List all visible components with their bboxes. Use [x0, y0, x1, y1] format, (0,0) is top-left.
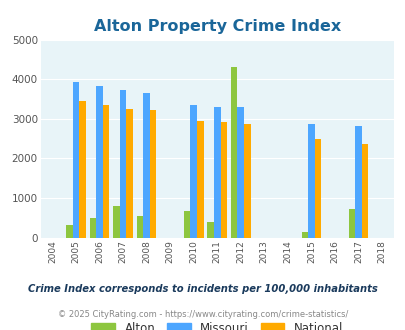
- Bar: [126, 109, 132, 238]
- Bar: [190, 105, 196, 238]
- Bar: [183, 211, 190, 238]
- Text: Crime Index corresponds to incidents per 100,000 inhabitants: Crime Index corresponds to incidents per…: [28, 284, 377, 294]
- Bar: [301, 232, 307, 238]
- Bar: [102, 105, 109, 238]
- Bar: [354, 125, 361, 238]
- Bar: [113, 206, 119, 238]
- Bar: [230, 67, 237, 238]
- Bar: [90, 218, 96, 238]
- Bar: [143, 93, 149, 238]
- Bar: [348, 209, 354, 238]
- Bar: [213, 107, 220, 238]
- Bar: [237, 107, 243, 238]
- Bar: [79, 101, 85, 238]
- Bar: [66, 225, 72, 238]
- Bar: [361, 144, 367, 238]
- Bar: [196, 121, 203, 238]
- Title: Alton Property Crime Index: Alton Property Crime Index: [94, 19, 340, 34]
- Bar: [72, 82, 79, 238]
- Bar: [149, 110, 156, 238]
- Bar: [207, 222, 213, 238]
- Bar: [307, 124, 314, 238]
- Legend: Alton, Missouri, National: Alton, Missouri, National: [87, 319, 346, 330]
- Bar: [243, 124, 250, 238]
- Bar: [220, 122, 226, 238]
- Bar: [136, 216, 143, 238]
- Bar: [96, 86, 102, 238]
- Bar: [119, 90, 126, 238]
- Text: © 2025 CityRating.com - https://www.cityrating.com/crime-statistics/: © 2025 CityRating.com - https://www.city…: [58, 310, 347, 319]
- Bar: [314, 139, 320, 238]
